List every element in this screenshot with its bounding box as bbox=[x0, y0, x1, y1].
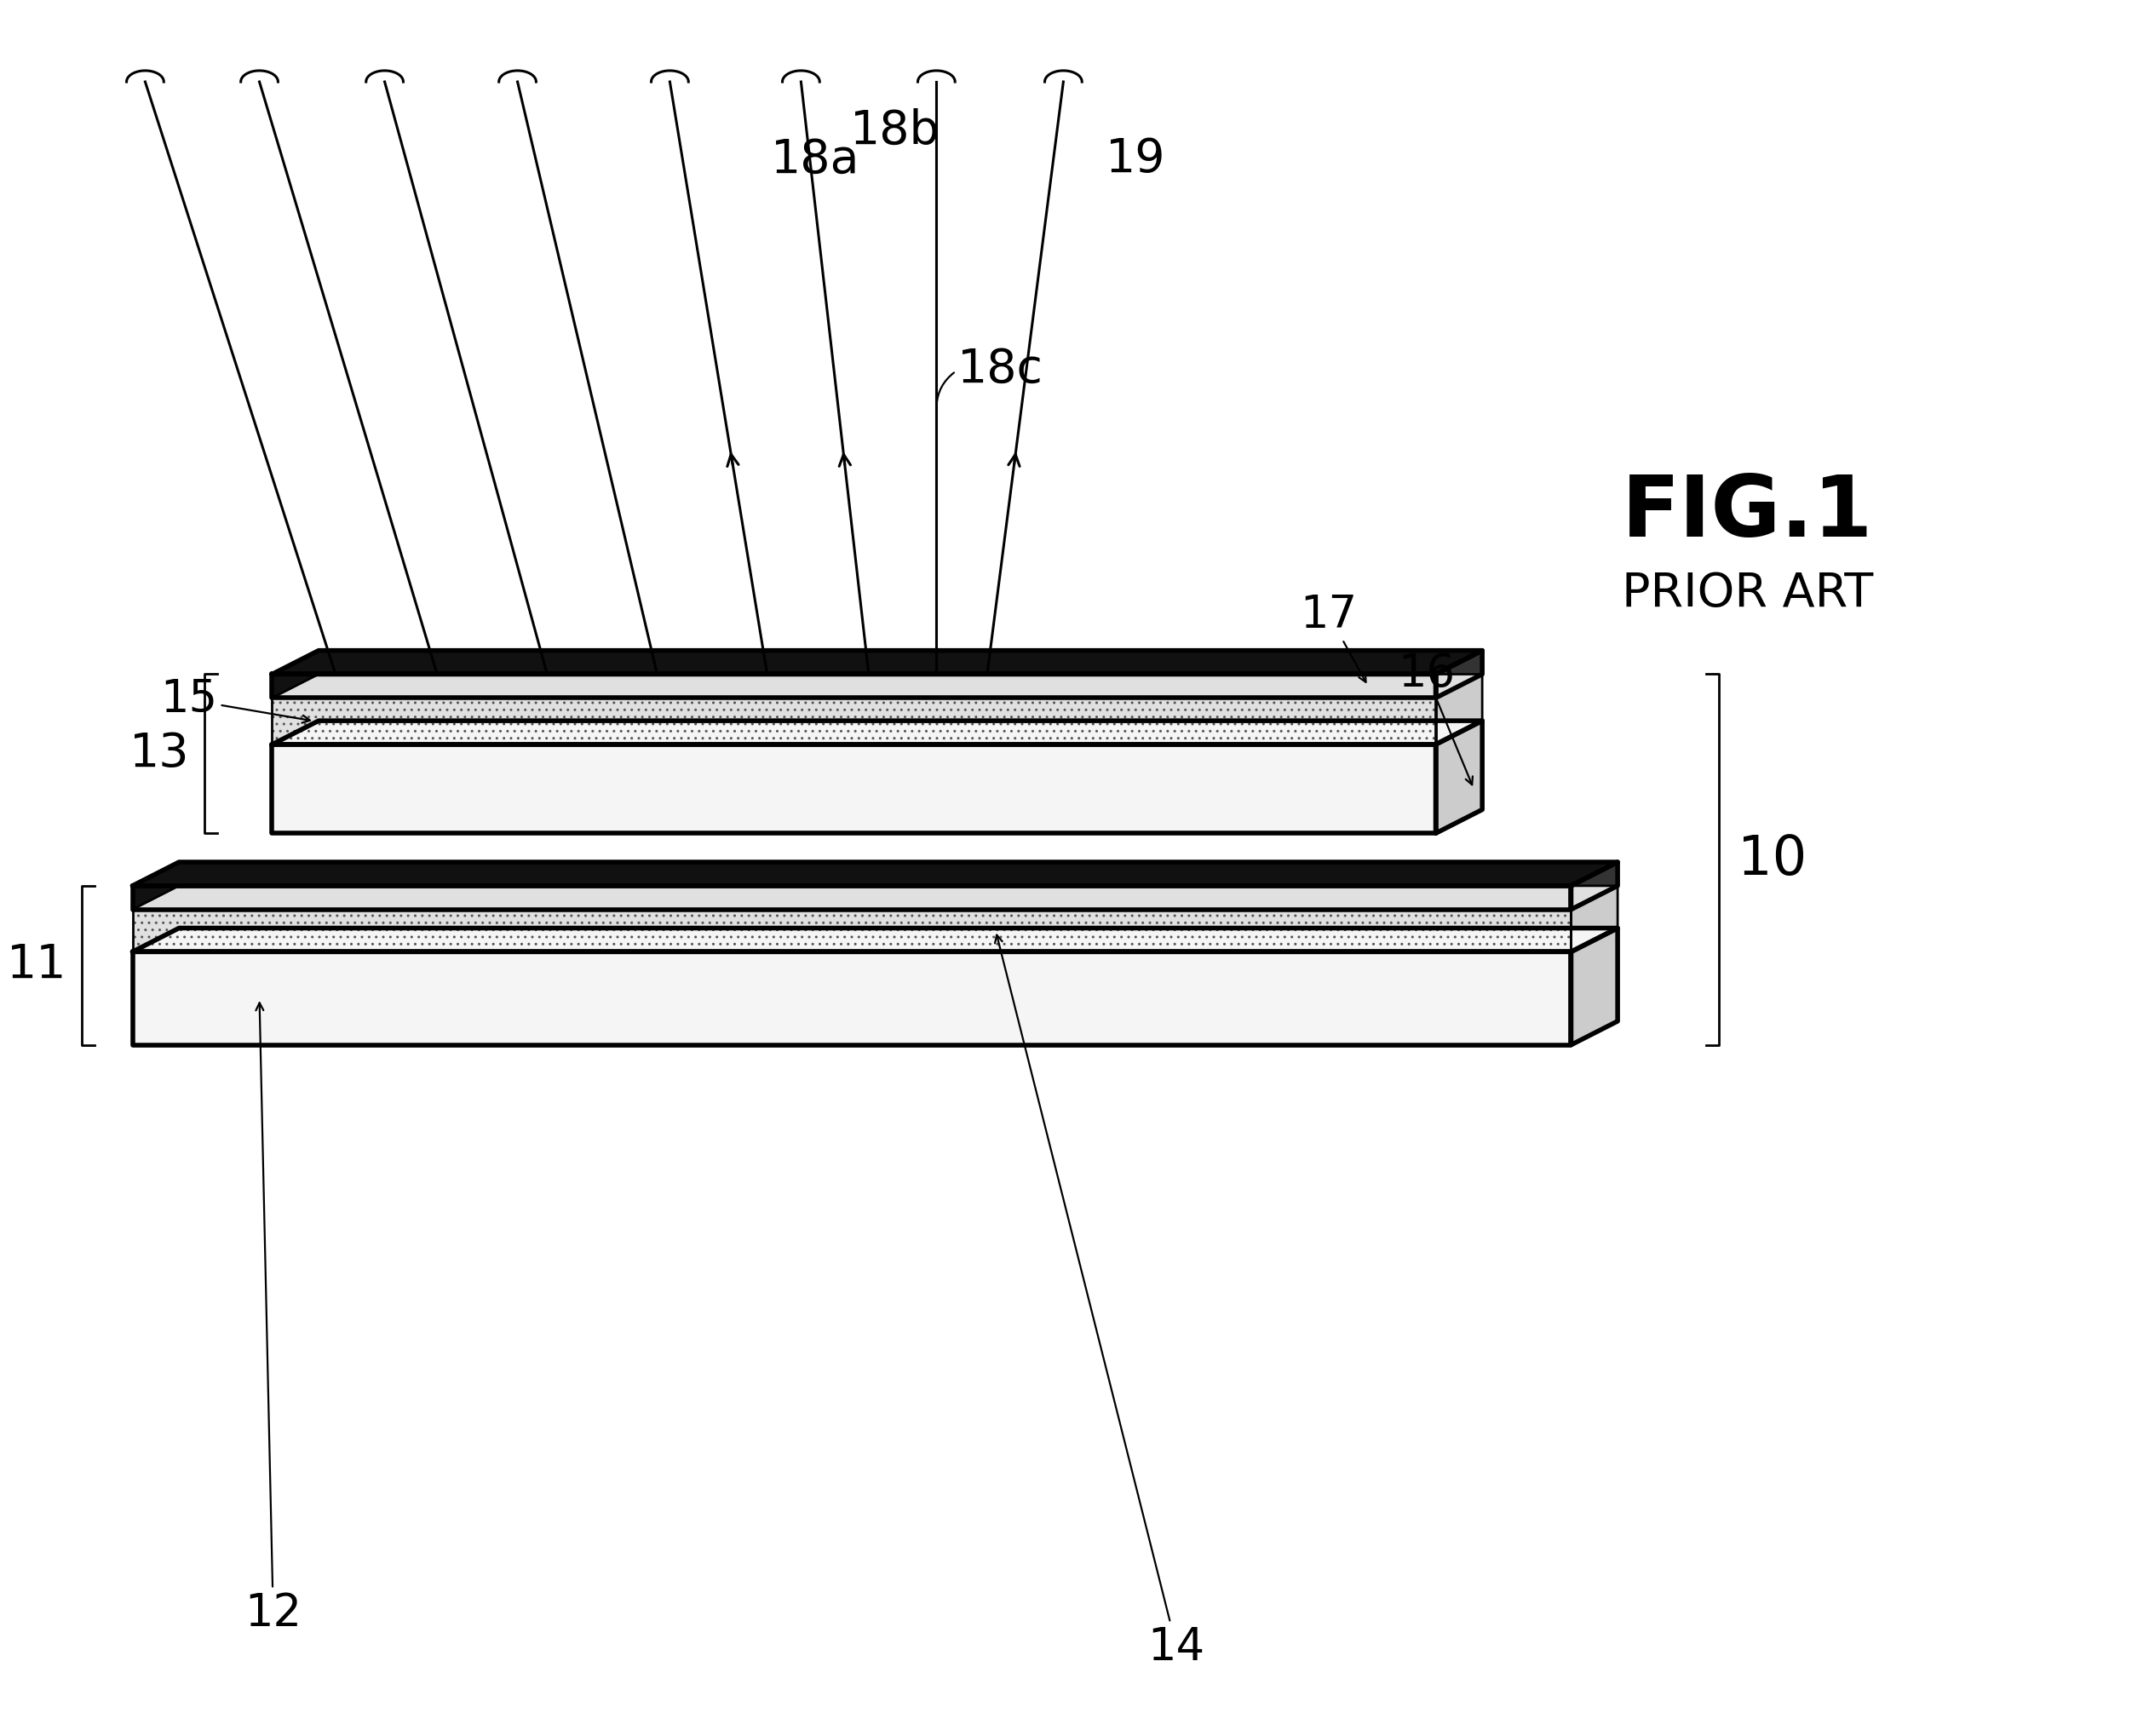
Polygon shape bbox=[131, 951, 1571, 1045]
Polygon shape bbox=[131, 863, 1618, 885]
Text: 11: 11 bbox=[6, 943, 67, 988]
Text: 18c: 18c bbox=[957, 347, 1043, 392]
Text: 12: 12 bbox=[246, 1003, 302, 1635]
Polygon shape bbox=[1571, 863, 1618, 910]
Polygon shape bbox=[272, 698, 1435, 745]
Text: 18b: 18b bbox=[849, 108, 940, 155]
Polygon shape bbox=[272, 651, 1483, 674]
Polygon shape bbox=[1435, 720, 1483, 833]
Text: 14: 14 bbox=[996, 936, 1205, 1670]
Text: 13: 13 bbox=[129, 731, 190, 776]
Polygon shape bbox=[272, 720, 1483, 745]
Text: 10: 10 bbox=[1737, 833, 1808, 885]
Polygon shape bbox=[272, 745, 1435, 833]
Text: 19: 19 bbox=[1106, 137, 1166, 182]
Text: 15: 15 bbox=[159, 677, 310, 722]
Polygon shape bbox=[1435, 674, 1483, 745]
Polygon shape bbox=[131, 910, 1571, 951]
Polygon shape bbox=[131, 929, 1618, 951]
Polygon shape bbox=[131, 885, 1571, 910]
Polygon shape bbox=[131, 885, 1618, 910]
Text: 18a: 18a bbox=[771, 137, 860, 182]
Polygon shape bbox=[1435, 651, 1483, 698]
Polygon shape bbox=[272, 674, 1435, 698]
Text: 17: 17 bbox=[1299, 592, 1366, 682]
Polygon shape bbox=[272, 674, 1483, 698]
Text: FIG.1: FIG.1 bbox=[1623, 472, 1873, 556]
Polygon shape bbox=[1571, 885, 1618, 951]
Text: 16: 16 bbox=[1399, 653, 1472, 785]
Polygon shape bbox=[1571, 929, 1618, 1045]
Text: PRIOR ART: PRIOR ART bbox=[1623, 571, 1873, 616]
